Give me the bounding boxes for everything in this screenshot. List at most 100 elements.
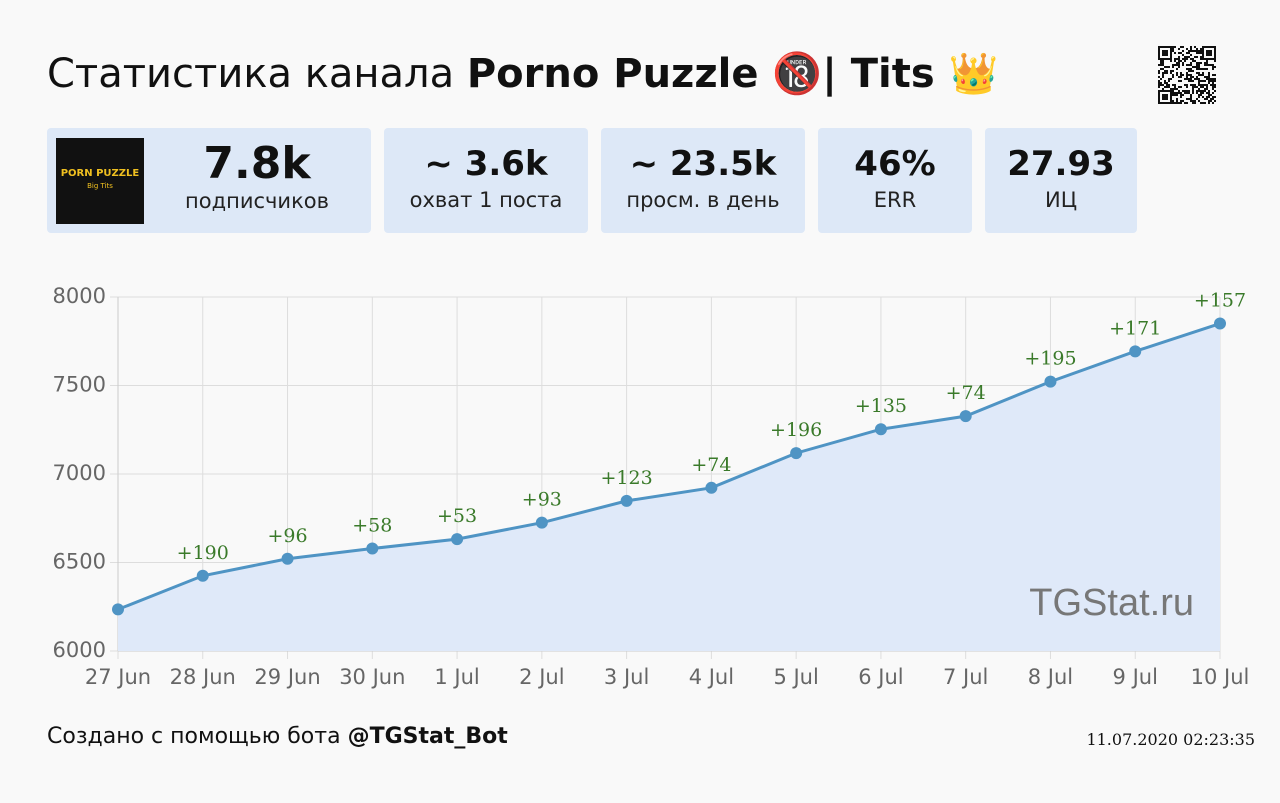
- gain-label: +135: [855, 395, 907, 417]
- qr-cell: [1170, 48, 1172, 50]
- qr-cell: [1204, 64, 1206, 66]
- qr-cell: [1192, 80, 1194, 82]
- qr-cell: [1196, 48, 1198, 50]
- qr-cell: [1180, 46, 1182, 48]
- qr-cell: [1190, 78, 1192, 80]
- y-tick-label: 8000: [53, 284, 106, 308]
- qr-cell: [1174, 92, 1176, 94]
- qr-cell: [1188, 68, 1190, 70]
- qr-cell: [1182, 90, 1184, 92]
- card: PORN PUZZLE Big Tits 7.8k подписчиков: [47, 128, 371, 233]
- qr-cell: [1182, 62, 1184, 64]
- qr-cell: [1178, 102, 1180, 104]
- qr-cell: [1202, 96, 1204, 98]
- y-tick-label: 6000: [53, 638, 106, 662]
- qr-cell: [1196, 90, 1198, 92]
- qr-cell: [1198, 74, 1200, 76]
- qr-cell: [1168, 46, 1170, 48]
- qr-cell: [1184, 84, 1186, 86]
- qr-cell: [1198, 50, 1200, 52]
- qr-cell: [1194, 66, 1196, 68]
- qr-cell: [1180, 60, 1182, 62]
- qr-cell: [1200, 80, 1202, 82]
- qr-cell: [1210, 50, 1212, 52]
- qr-cell: [1168, 80, 1170, 82]
- x-tick-label: 30 Jun: [339, 665, 405, 689]
- qr-cell: [1210, 94, 1212, 96]
- watermark: TGStat.ru: [1029, 582, 1194, 624]
- qr-cell: [1198, 82, 1200, 84]
- qr-cell: [1170, 46, 1172, 48]
- gain-label: +74: [946, 382, 986, 404]
- qr-cell: [1210, 98, 1212, 100]
- qr-cell: [1178, 92, 1180, 94]
- qr-cell: [1210, 52, 1212, 54]
- qr-cell: [1186, 68, 1188, 70]
- qr-cell: [1158, 72, 1160, 74]
- qr-cell: [1198, 90, 1200, 92]
- qr-cell: [1160, 78, 1162, 80]
- qr-cell: [1206, 64, 1208, 66]
- qr-cell: [1190, 68, 1192, 70]
- qr-cell: [1190, 58, 1192, 60]
- qr-cell: [1202, 102, 1204, 104]
- qr-cell: [1176, 98, 1178, 100]
- qr-cell: [1158, 92, 1160, 94]
- qr-cell: [1176, 94, 1178, 96]
- qr-cell: [1198, 88, 1200, 90]
- qr-cell: [1176, 100, 1178, 102]
- qr-cell: [1170, 58, 1172, 60]
- qr-cell: [1176, 58, 1178, 60]
- qr-cell: [1192, 76, 1194, 78]
- qr-cell: [1164, 58, 1166, 60]
- x-tick-label: 4 Jul: [689, 665, 734, 689]
- gain-label: +53: [437, 505, 477, 527]
- qr-cell: [1162, 62, 1164, 64]
- qr-cell: [1162, 52, 1164, 54]
- qr-cell: [1172, 64, 1174, 66]
- area: [118, 323, 1220, 651]
- qr-cell: [1200, 90, 1202, 92]
- qr-cell: [1162, 98, 1164, 100]
- qr-cell: [1190, 84, 1192, 86]
- x-tick-label: 1 Jul: [434, 665, 479, 689]
- qr-cell: [1162, 68, 1164, 70]
- qr-cell: [1208, 78, 1210, 80]
- qr-cell: [1182, 50, 1184, 52]
- card-value: 27.93: [1007, 144, 1115, 184]
- qr-cell: [1158, 76, 1160, 78]
- qr-cell: [1178, 86, 1180, 88]
- qr-cell: [1192, 50, 1194, 52]
- gain-label: +123: [601, 467, 653, 489]
- qr-cell: [1202, 90, 1204, 92]
- logo: PORN PUZZLE Big Tits: [56, 138, 144, 224]
- qr-cell: [1204, 62, 1206, 64]
- qr-cell: [1186, 64, 1188, 66]
- qr-cell: [1188, 78, 1190, 80]
- qr-cell: [1188, 50, 1190, 52]
- qr-cell: [1192, 84, 1194, 86]
- qr-cell: [1162, 74, 1164, 76]
- qr-cell: [1190, 64, 1192, 66]
- qr-cell: [1190, 74, 1192, 76]
- qr-cell: [1164, 54, 1166, 56]
- qr-cell: [1158, 86, 1160, 88]
- qr-cell: [1212, 64, 1214, 66]
- qr-cell: [1158, 82, 1160, 84]
- qr-cell: [1166, 50, 1168, 52]
- qr-cell: [1204, 80, 1206, 82]
- qr-cell: [1160, 64, 1162, 66]
- qr-cell: [1176, 62, 1178, 64]
- qr-cell: [1206, 98, 1208, 100]
- qr-cell: [1170, 100, 1172, 102]
- qr-cell: [1176, 68, 1178, 70]
- qr-cell: [1188, 80, 1190, 82]
- x-tick-label: 29 Jun: [254, 665, 320, 689]
- qr-cell: [1186, 48, 1188, 50]
- qr-cell: [1158, 98, 1160, 100]
- qr-cell: [1166, 90, 1168, 92]
- qr-cell: [1158, 52, 1160, 54]
- qr-cell: [1174, 58, 1176, 60]
- qr-cell: [1180, 72, 1182, 74]
- qr-cell: [1192, 86, 1194, 88]
